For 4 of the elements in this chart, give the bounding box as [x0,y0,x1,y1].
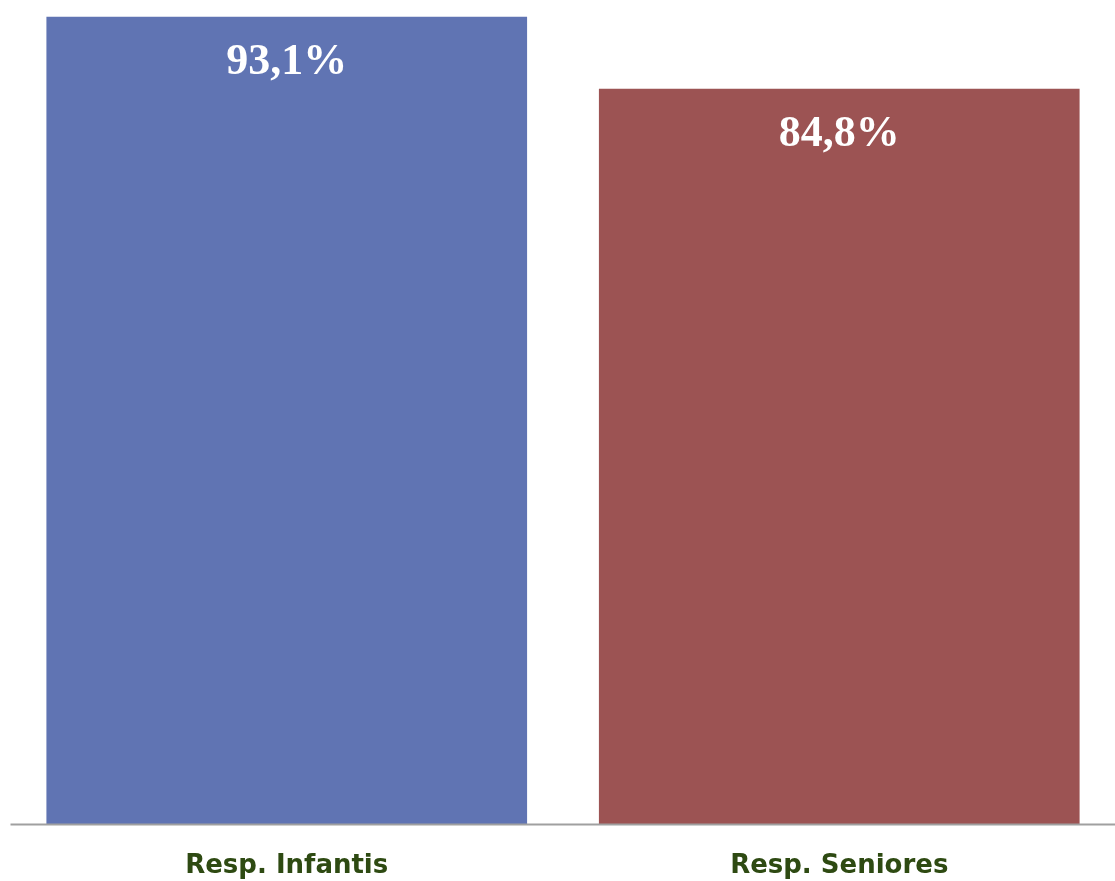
x-tick-label: Resp. Seniores [730,848,949,879]
x-tick-label: Resp. Infantis [185,848,389,879]
data-label: 93,1% [226,34,348,84]
data-label: 84,8% [778,106,900,156]
